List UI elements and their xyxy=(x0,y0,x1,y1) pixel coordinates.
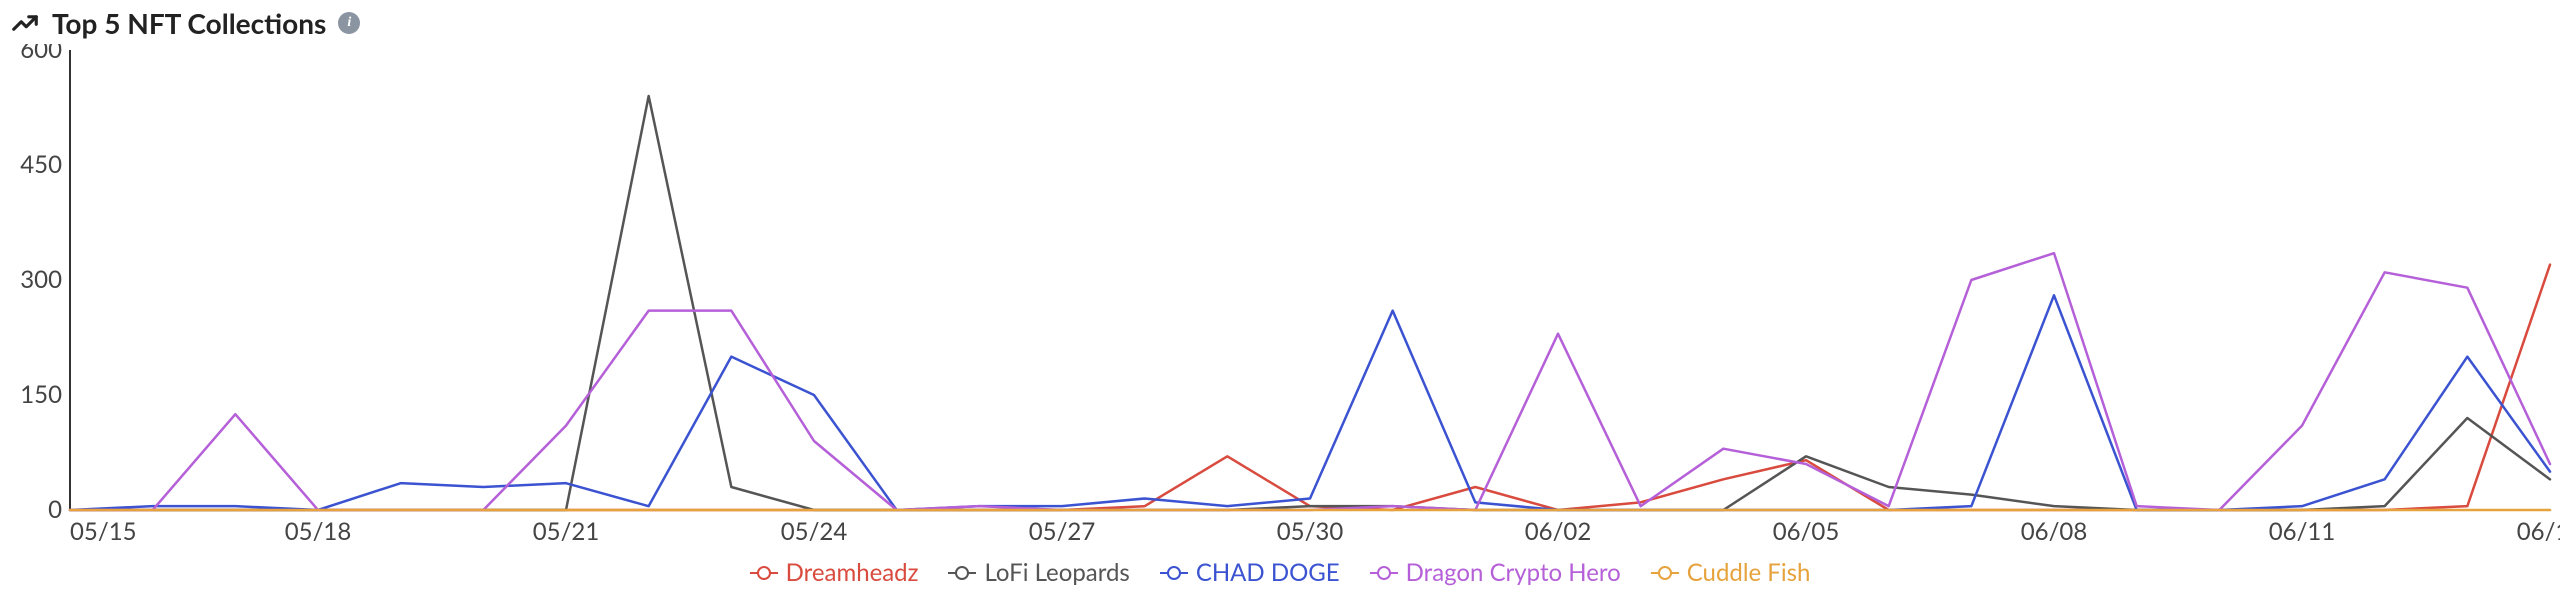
chart-plot: 0 150 300 450 600 05/15 05/18 05/21 05/24 05/27 05… xyxy=(0,44,2560,554)
svg-text:05/30: 05/30 xyxy=(1277,517,1344,546)
svg-text:150: 150 xyxy=(20,380,62,409)
svg-text:05/27: 05/27 xyxy=(1029,517,1096,546)
svg-text:05/15: 05/15 xyxy=(70,517,137,546)
svg-text:05/24: 05/24 xyxy=(781,517,848,546)
chart-header: Top 5 NFT Collections i xyxy=(10,6,360,40)
svg-text:600: 600 xyxy=(20,44,62,64)
legend-marker-icon xyxy=(1651,566,1679,580)
legend-label: Dreamheadz xyxy=(786,558,919,587)
svg-text:06/14: 06/14 xyxy=(2517,517,2560,546)
svg-text:06/02: 06/02 xyxy=(1525,517,1592,546)
chart-legend: Dreamheadz LoFi Leopards CHAD DOGE Dragon C… xyxy=(0,558,2560,587)
svg-text:300: 300 xyxy=(20,265,62,294)
svg-text:0: 0 xyxy=(48,495,62,524)
legend-item[interactable]: CHAD DOGE xyxy=(1160,558,1340,587)
chart-container: Top 5 NFT Collections i 0 150 300 450 600 05/… xyxy=(0,0,2560,598)
legend-marker-icon xyxy=(750,566,778,580)
trend-up-icon xyxy=(10,8,40,38)
svg-text:06/05: 06/05 xyxy=(1773,517,1840,546)
info-icon[interactable]: i xyxy=(338,12,360,34)
legend-marker-icon xyxy=(948,566,976,580)
chart-title: Top 5 NFT Collections xyxy=(52,6,326,40)
legend-marker-icon xyxy=(1370,566,1398,580)
legend-label: LoFi Leopards xyxy=(984,558,1129,587)
svg-text:06/11: 06/11 xyxy=(2269,517,2336,546)
legend-label: Cuddle Fish xyxy=(1687,558,1811,587)
legend-item[interactable]: Cuddle Fish xyxy=(1651,558,1811,587)
legend-label: Dragon Crypto Hero xyxy=(1406,558,1621,587)
svg-text:450: 450 xyxy=(20,150,62,179)
legend-item[interactable]: LoFi Leopards xyxy=(948,558,1129,587)
legend-item[interactable]: Dragon Crypto Hero xyxy=(1370,558,1621,587)
svg-text:05/21: 05/21 xyxy=(533,517,600,546)
svg-text:05/18: 05/18 xyxy=(285,517,352,546)
legend-label: CHAD DOGE xyxy=(1196,558,1340,587)
legend-marker-icon xyxy=(1160,566,1188,580)
legend-item[interactable]: Dreamheadz xyxy=(750,558,919,587)
svg-text:06/08: 06/08 xyxy=(2021,517,2088,546)
